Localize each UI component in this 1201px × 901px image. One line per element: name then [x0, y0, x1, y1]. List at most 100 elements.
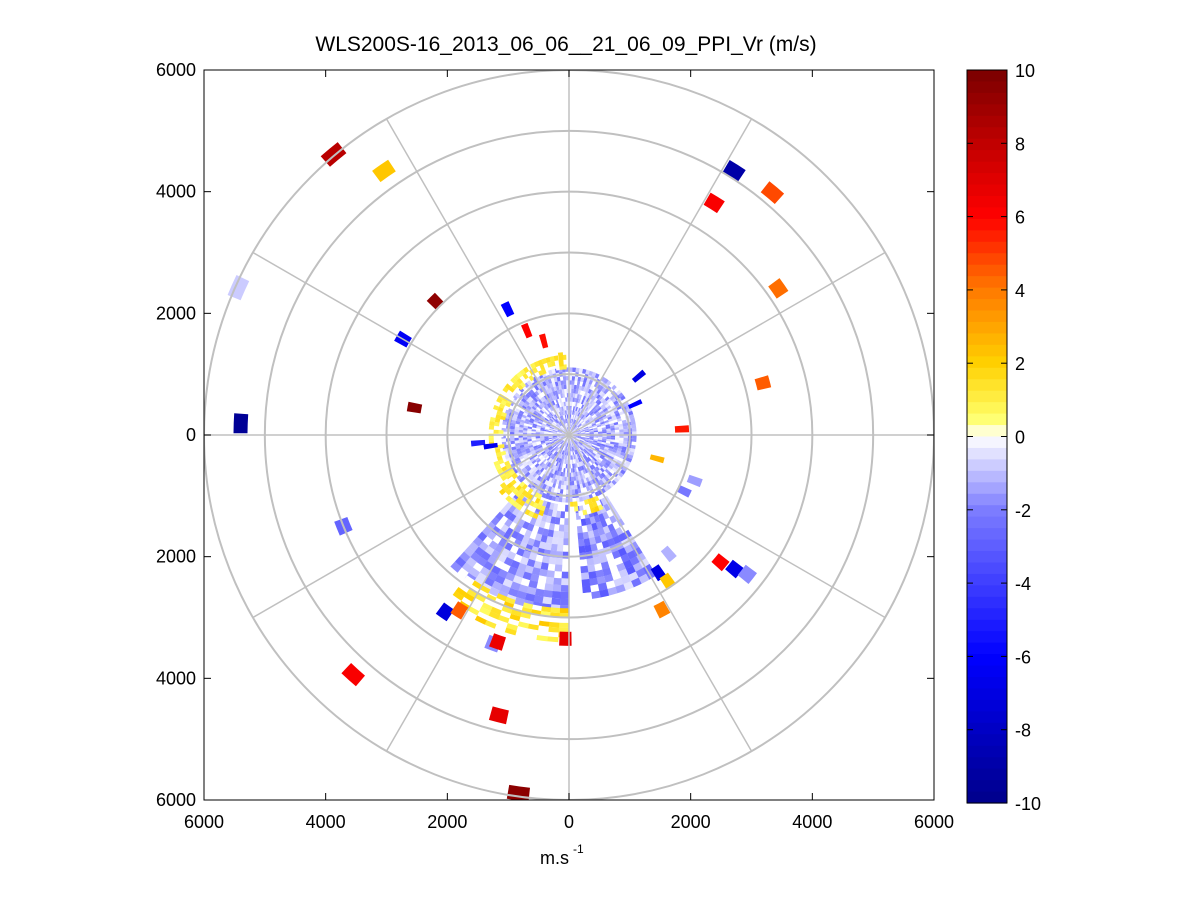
- velocity-gate: [523, 469, 529, 475]
- velocity-gate: [610, 441, 615, 445]
- velocity-gate: [562, 406, 566, 411]
- velocity-gate: [596, 424, 602, 428]
- velocity-gate: [630, 444, 636, 450]
- velocity-gate: [575, 444, 579, 449]
- colorbar-level: [967, 677, 1007, 690]
- velocity-gate: [610, 439, 615, 443]
- velocity-gate: [589, 411, 594, 416]
- velocity-gate: [588, 404, 593, 409]
- velocity-gate: [557, 389, 561, 395]
- velocity-gate: [602, 470, 608, 476]
- velocity-gate: [555, 385, 560, 391]
- velocity-gate: [600, 404, 605, 409]
- velocity-gate: [604, 444, 610, 448]
- velocity-gate: [584, 499, 589, 505]
- velocity-gate: [626, 550, 637, 560]
- velocity-gate: [600, 472, 606, 478]
- velocity-gate: [544, 542, 552, 551]
- velocity-gate: [611, 405, 617, 410]
- velocity-gate: [513, 380, 520, 387]
- velocity-gate: [556, 488, 561, 494]
- velocity-gate: [592, 556, 601, 565]
- velocity-gate: [570, 397, 573, 402]
- velocity-gate: [564, 459, 567, 465]
- velocity-gate: [525, 416, 531, 420]
- velocity-gate: [613, 444, 619, 449]
- velocity-gate: [533, 445, 538, 449]
- velocity-gate: [481, 526, 492, 537]
- colorbar-level: [967, 390, 1007, 403]
- velocity-gate: [576, 480, 580, 485]
- azimuth-spoke: [385, 434, 570, 752]
- velocity-gate: [583, 478, 588, 484]
- velocity-gate: [556, 432, 562, 434]
- velocity-gate: [495, 452, 502, 458]
- velocity-gate: [493, 460, 500, 467]
- velocity-gate: [510, 609, 522, 617]
- velocity-gate: [549, 356, 555, 362]
- velocity-gate: [582, 509, 588, 516]
- velocity-gate: [557, 466, 561, 472]
- velocity-gate: [529, 401, 535, 406]
- velocity-gate: [614, 462, 621, 468]
- velocity-gate: [488, 437, 494, 442]
- colorbar-level: [967, 711, 1007, 724]
- velocity-gate: [605, 473, 611, 479]
- colorbar-label: 4: [1015, 281, 1025, 301]
- velocity-gate: [591, 423, 597, 427]
- velocity-gate: [560, 591, 570, 599]
- velocity-gate: [571, 393, 574, 398]
- velocity-gate: [577, 376, 582, 382]
- velocity-gate: [552, 444, 557, 449]
- velocity-gate: [595, 419, 600, 424]
- velocity-gate: [544, 428, 550, 431]
- velocity-gate: [541, 468, 547, 474]
- velocity-gate: [498, 459, 505, 465]
- velocity-gate: [594, 535, 602, 544]
- velocity-gate: [530, 415, 536, 420]
- velocity-gate: [578, 425, 583, 429]
- velocity-gate: [572, 423, 575, 428]
- velocity-gate: [512, 501, 519, 508]
- velocity-gate: [474, 615, 487, 625]
- velocity-gate: [542, 528, 549, 537]
- velocity-gate: [609, 402, 615, 408]
- velocity-gate: [571, 384, 575, 390]
- velocity-gate: [539, 392, 544, 398]
- velocity-gate: [611, 571, 622, 581]
- velocity-gate: [553, 429, 558, 432]
- velocity-gate: [540, 450, 546, 455]
- velocity-gate: [560, 450, 564, 455]
- velocity-gate: [587, 403, 592, 408]
- velocity-gate: [571, 455, 573, 460]
- velocity-gate: [561, 454, 564, 460]
- velocity-gate: [572, 367, 577, 373]
- velocity-gate: [597, 428, 603, 431]
- velocity-gate: [540, 438, 545, 442]
- velocity-gate: [587, 466, 592, 472]
- velocity-gate: [574, 376, 579, 381]
- velocity-gate: [570, 506, 575, 512]
- velocity-gate: [600, 376, 606, 382]
- velocity-gate: [543, 459, 548, 465]
- velocity-gate: [578, 368, 584, 374]
- velocity-gate: [488, 586, 500, 597]
- velocity-gate: [519, 369, 526, 376]
- velocity-gate: [588, 571, 597, 580]
- velocity-gate: [591, 421, 596, 425]
- velocity-gate: [557, 352, 564, 367]
- velocity-gate: [552, 432, 557, 434]
- velocity-gate: [549, 396, 554, 402]
- velocity-gate: [551, 537, 559, 545]
- velocity-gate: [529, 448, 535, 453]
- velocity-gate: [535, 438, 541, 441]
- x-tick-label: 4000: [306, 812, 346, 832]
- velocity-gate: [530, 573, 540, 583]
- velocity-gate: [549, 427, 554, 430]
- velocity-gate: [502, 420, 508, 426]
- velocity-gate: [545, 576, 555, 585]
- velocity-gate: [233, 413, 249, 434]
- velocity-gate: [454, 556, 467, 568]
- velocity-gate: [543, 470, 549, 476]
- velocity-gate: [607, 450, 613, 454]
